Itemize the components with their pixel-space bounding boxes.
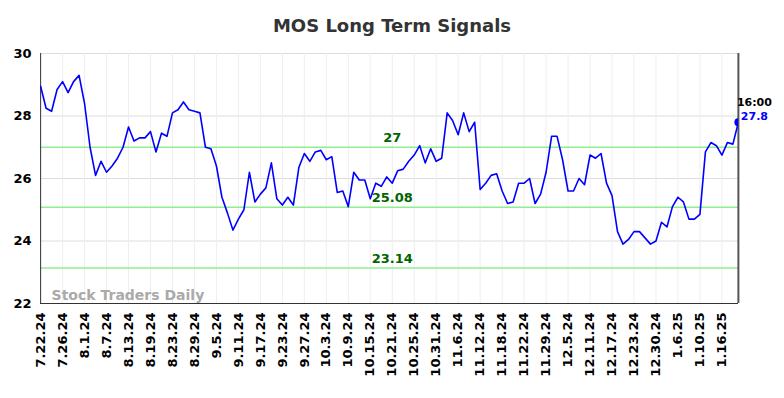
svg-text:1.16.25: 1.16.25 (714, 313, 729, 368)
svg-text:9.23.24: 9.23.24 (275, 313, 290, 368)
svg-text:12.17.24: 12.17.24 (604, 313, 619, 377)
svg-text:12.5.24: 12.5.24 (560, 313, 575, 368)
svg-text:11.22.24: 11.22.24 (516, 313, 531, 377)
svg-text:10.31.24: 10.31.24 (428, 313, 443, 377)
svg-text:27: 27 (383, 130, 401, 145)
svg-text:10.21.24: 10.21.24 (384, 313, 399, 377)
svg-text:8.29.24: 8.29.24 (187, 313, 202, 368)
svg-text:7.26.24: 7.26.24 (55, 313, 70, 368)
svg-text:12.23.24: 12.23.24 (626, 313, 641, 377)
svg-text:16:00: 16:00 (737, 96, 772, 109)
svg-text:7.22.24: 7.22.24 (33, 313, 48, 368)
svg-text:12.11.24: 12.11.24 (582, 313, 597, 377)
svg-text:26: 26 (13, 171, 31, 186)
svg-text:8.7.24: 8.7.24 (99, 313, 114, 359)
svg-text:10.25.24: 10.25.24 (406, 313, 421, 377)
svg-text:8.23.24: 8.23.24 (165, 313, 180, 368)
svg-text:11.18.24: 11.18.24 (494, 313, 509, 377)
svg-text:27.8: 27.8 (741, 110, 768, 123)
svg-text:30: 30 (13, 46, 31, 61)
svg-text:8.13.24: 8.13.24 (121, 313, 136, 368)
svg-text:1.6.25: 1.6.25 (670, 313, 685, 359)
svg-text:25.08: 25.08 (372, 190, 413, 205)
svg-text:9.5.24: 9.5.24 (209, 313, 224, 359)
svg-text:8.19.24: 8.19.24 (143, 313, 158, 368)
svg-text:9.17.24: 9.17.24 (253, 313, 268, 368)
svg-text:24: 24 (13, 233, 31, 248)
svg-text:22: 22 (13, 296, 31, 311)
svg-text:11.29.24: 11.29.24 (538, 313, 553, 377)
svg-text:9.11.24: 9.11.24 (231, 313, 246, 368)
svg-text:1.10.25: 1.10.25 (692, 313, 707, 368)
svg-text:11.6.24: 11.6.24 (450, 313, 465, 368)
svg-text:10.3.24: 10.3.24 (318, 313, 333, 368)
svg-text:23.14: 23.14 (372, 251, 413, 266)
html-text:MOS Long Term Signals: MOS Long Term Signals (272, 15, 511, 36)
svg-text:11.12.24: 11.12.24 (472, 313, 487, 377)
svg-text:10.15.24: 10.15.24 (362, 313, 377, 377)
svg-text:9.27.24: 9.27.24 (296, 313, 311, 368)
svg-text:8.1.24: 8.1.24 (77, 313, 92, 359)
svg-text:Stock Traders Daily: Stock Traders Daily (52, 287, 205, 303)
svg-text:28: 28 (13, 108, 31, 123)
svg-text:12.30.24: 12.30.24 (648, 313, 663, 377)
svg-text:10.9.24: 10.9.24 (340, 313, 355, 368)
